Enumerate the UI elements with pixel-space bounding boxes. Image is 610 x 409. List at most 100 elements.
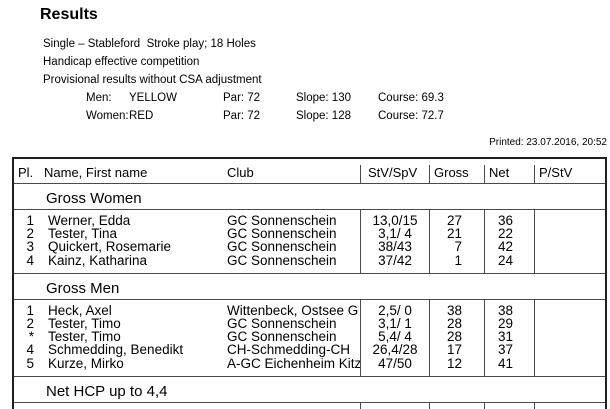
table-row: 5 Kurze, Mirko A-GC Eichenheim Kitz 47/50 12… [14,355,605,371]
cell-stv-spv: 37/42 [378,252,412,268]
table-row: 4 Schmedding, Benedikt CH-Schmedding-CH 26,… [14,342,605,358]
cell-name: Heck, Axel [48,303,112,318]
cell-club: GC Sonnenschein [227,330,337,344]
cell-net: 31 [497,329,513,345]
column-divider [534,402,535,409]
column-divider [429,210,430,273]
cell-p-stv [534,254,605,267]
tee-women-course: Course: 72.7 [378,110,444,122]
cell-club: GC Sonnenschein [227,214,337,228]
cell-stv-spv: 47/50 [378,355,412,371]
section-rows: 1 Heck, Axel Wittenbeck, Ostsee G 2,5/ 0 38 3… [14,299,605,377]
tee-men-label: Men: [86,92,112,104]
column-divider [534,299,535,376]
table-header-row: Pl. Name, First name Club StV/SpV Gross … [14,159,605,184]
cell-name: Tester, Tina [48,227,118,241]
column-divider [360,165,361,183]
column-divider [429,165,430,183]
header-stv-spv: StV/SpV [368,165,418,180]
table-row: 3 Quickert, Rosemarie GC Sonnenschein 38/43… [14,239,605,255]
column-divider [360,210,361,273]
competition-format-line: Single – Stableford Stroke play; 18 Hole… [43,38,256,50]
header-net: Net [489,165,510,180]
column-divider [484,165,485,183]
cell-p-stv [534,317,605,330]
cell-p-stv [534,304,605,317]
cell-place: 2 [26,226,34,242]
header-p-stv: P/StV [539,165,573,180]
cell-place: 4 [26,252,34,268]
cell-club: GC Sonnenschein [227,240,337,254]
cell-gross: 17 [446,342,462,358]
tee-women-label: Women: [86,110,129,122]
cell-net: 29 [497,316,513,332]
tee-women-par: Par: 72 [223,110,261,122]
section-title: Gross Men [14,274,605,300]
cell-gross: 28 [446,329,462,345]
tee-women-color: RED [129,110,154,122]
cell-p-stv [534,227,605,240]
cell-gross: 28 [446,316,462,332]
section-title: Net HCP up to 4,4 [14,377,605,403]
handicap-effective-line: Handicap effective competition [43,56,200,68]
table-row: 1 Werner, Edda GC Sonnenschein 13,0/15 27 36 [14,213,605,228]
column-divider [360,402,361,409]
cell-p-stv [534,214,605,227]
cell-place: 4 [26,342,34,358]
tee-men-slope: Slope: 130 [296,92,351,104]
provisional-results-line: Provisional results without CSA adjustme… [43,74,262,86]
cell-p-stv [534,343,605,356]
cell-stv-spv: 2,5/ 0 [378,302,412,318]
tee-men-course: Course: 69.3 [378,92,444,104]
cell-place: * [28,329,34,345]
cell-club: Wittenbeck, Ostsee G [227,303,359,318]
cell-place: 5 [26,355,34,371]
cell-gross: 12 [446,355,462,371]
section-title: Gross Women [14,184,605,210]
column-divider [534,210,535,273]
cell-name: Werner, Edda [48,214,131,228]
cell-place: 3 [26,239,34,255]
tee-women-slope: Slope: 128 [296,110,351,122]
cell-club: GC Sonnenschein [227,227,337,241]
cell-place: 2 [26,316,34,332]
cell-name: Tester, Timo [48,317,121,331]
cell-place: 1 [26,213,34,228]
cell-stv-spv: 38/43 [378,239,412,255]
printed-timestamp: Printed: 23.07.2016, 20:52 [489,137,607,148]
column-divider [360,299,361,376]
cell-gross: 21 [446,226,462,242]
header-gross: Gross [434,165,469,180]
cell-gross: 27 [446,213,462,228]
tee-info-men: Men: YELLOW Par: 72 Slope: 130 Course: 6… [0,92,610,108]
section-rows: 1 Werner, Edda GC Sonnenschein 13,0/15 27 36 2… [14,210,605,274]
table-row: 1 Heck, Axel Wittenbeck, Ostsee G 2,5/ 0 38 3… [14,302,605,318]
tee-men-color: YELLOW [129,92,177,104]
header-name: Name, First name [44,165,148,180]
cell-stv-spv: 13,0/15 [372,213,418,228]
header-club: Club [227,165,254,180]
tee-info-women: Women: RED Par: 72 Slope: 128 Course: 72… [0,110,610,126]
column-divider [429,299,430,376]
table-row: * Tester, Timo GC Sonnenschein 5,4/ 4 28 31 [14,329,605,345]
cell-stv-spv: 3,1/ 1 [378,316,412,332]
table-row: 4 Kainz, Katharina GC Sonnenschein 37/42 1 24 [14,252,605,268]
cell-p-stv [534,357,605,370]
cell-name: Quickert, Rosemarie [48,240,172,254]
table-row: 2 Tester, Timo GC Sonnenschein 3,1/ 1 28 29 [14,316,605,332]
cell-stv-spv: 3,1/ 4 [378,226,412,242]
cell-net: 41 [497,355,513,371]
results-table: Pl. Name, First name Club StV/SpV Gross … [12,157,607,409]
section-rows-stub [14,402,605,409]
column-divider [429,402,430,409]
cell-stv-spv: 26,4/28 [372,342,418,358]
cell-name: Kurze, Mirko [48,356,124,370]
header-place: Pl. [18,165,34,180]
cell-club: A-GC Eichenheim Kitz [227,356,361,370]
cell-name: Tester, Timo [48,330,121,344]
tee-men-par: Par: 72 [223,92,261,104]
cell-stv-spv: 5,4/ 4 [378,329,412,345]
cell-net: 37 [497,342,513,358]
cell-p-stv [534,240,605,253]
